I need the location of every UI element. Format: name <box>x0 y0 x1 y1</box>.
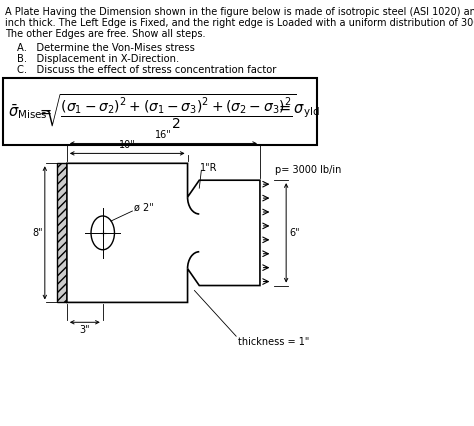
Text: 3": 3" <box>80 325 90 335</box>
Text: $\bar{\sigma}_{\mathrm{Mises}}$: $\bar{\sigma}_{\mathrm{Mises}}$ <box>8 102 48 121</box>
Bar <box>3 78 317 145</box>
Text: p= 3000 lb/in: p= 3000 lb/in <box>275 165 341 175</box>
Text: 10": 10" <box>119 141 136 150</box>
Circle shape <box>91 216 114 250</box>
Text: $= \sigma_{\mathrm{yld}}$: $= \sigma_{\mathrm{yld}}$ <box>276 103 319 121</box>
Text: $\sqrt{\dfrac{(\sigma_1-\sigma_2)^2+(\sigma_1-\sigma_3)^2+(\sigma_2-\sigma_3)^2}: $\sqrt{\dfrac{(\sigma_1-\sigma_2)^2+(\si… <box>44 92 296 131</box>
Text: 16": 16" <box>155 130 172 141</box>
Text: C.   Discuss the effect of stress concentration factor: C. Discuss the effect of stress concentr… <box>17 65 276 75</box>
Text: 1"R: 1"R <box>200 163 218 173</box>
Text: thickness = 1": thickness = 1" <box>237 337 309 347</box>
Text: 8": 8" <box>32 228 43 238</box>
Text: $=$: $=$ <box>37 104 53 119</box>
Text: A.   Determine the Von-Mises stress: A. Determine the Von-Mises stress <box>17 43 194 53</box>
Bar <box>57 163 67 302</box>
Text: A Plate Having the Dimension shown in the figure below is made of isotropic stee: A Plate Having the Dimension shown in th… <box>5 7 474 17</box>
Text: ø 2": ø 2" <box>134 203 154 213</box>
Polygon shape <box>67 163 260 302</box>
Text: 6": 6" <box>289 228 300 238</box>
Text: The other Edges are free. Show all steps.: The other Edges are free. Show all steps… <box>5 29 205 39</box>
Text: B.   Displacement in X-Direction.: B. Displacement in X-Direction. <box>17 54 179 64</box>
Text: inch thick. The Left Edge is Fixed, and the right edge is Loaded with a uniform : inch thick. The Left Edge is Fixed, and … <box>5 18 474 28</box>
